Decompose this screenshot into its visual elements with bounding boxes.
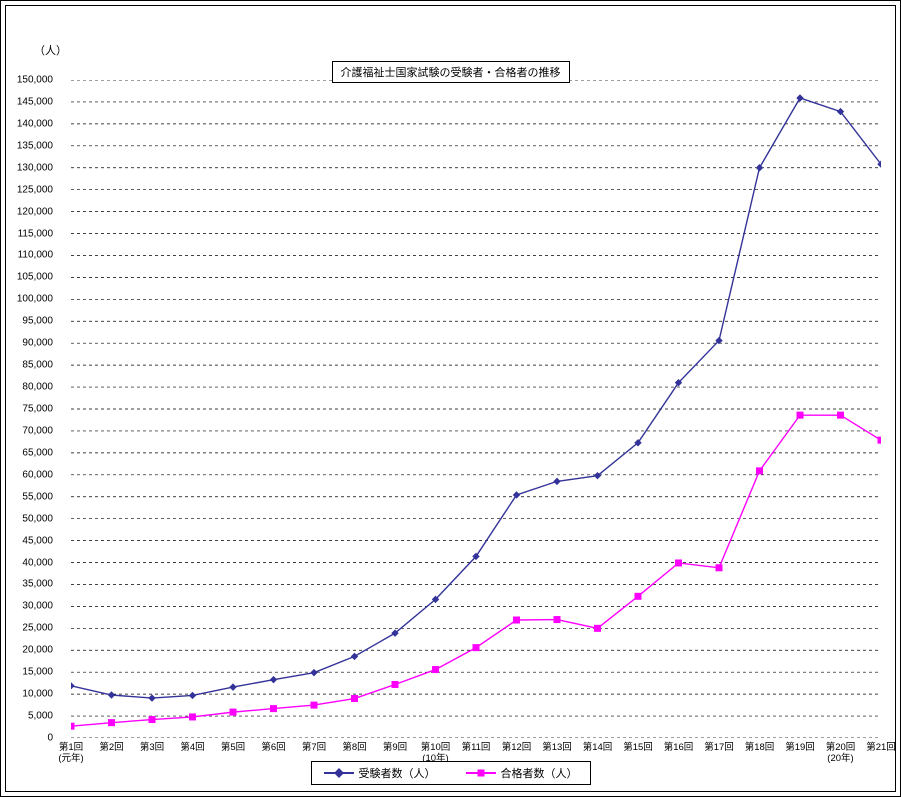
y-tick-label: 120,000 xyxy=(3,206,53,217)
y-tick-label: 5,000 xyxy=(3,711,53,722)
y-tick-label: 85,000 xyxy=(3,360,53,371)
y-tick-label: 0 xyxy=(3,733,53,744)
y-tick-label: 95,000 xyxy=(3,316,53,327)
y-tick-label: 45,000 xyxy=(3,535,53,546)
y-tick-label: 115,000 xyxy=(3,228,53,239)
y-tick-label: 50,000 xyxy=(3,513,53,524)
y-axis-unit: （人） xyxy=(34,42,67,58)
diamond-icon xyxy=(334,768,344,778)
x-tick-label: 第17回 xyxy=(704,742,734,753)
y-tick-label: 100,000 xyxy=(3,294,53,305)
legend-line-passers xyxy=(466,772,496,774)
y-tick-label: 20,000 xyxy=(3,645,53,656)
x-tick-label: 第12回 xyxy=(502,742,532,753)
y-tick-label: 130,000 xyxy=(3,162,53,173)
x-tick-label: 第2回 xyxy=(99,742,123,753)
y-tick-label: 145,000 xyxy=(3,96,53,107)
y-tick-label: 110,000 xyxy=(3,250,53,261)
y-tick-label: 35,000 xyxy=(3,579,53,590)
y-tick-label: 65,000 xyxy=(3,447,53,458)
x-tick-label: 第21回 xyxy=(866,742,896,753)
legend-label-passers: 合格者数（人） xyxy=(501,765,578,781)
y-tick-label: 150,000 xyxy=(3,75,53,86)
legend-item-examinees: 受験者数（人） xyxy=(324,765,436,781)
x-tick-label: 第1回(元年) xyxy=(58,742,83,765)
y-tick-label: 55,000 xyxy=(3,491,53,502)
x-tick-label: 第14回 xyxy=(583,742,613,753)
x-tick-label: 第9回 xyxy=(383,742,407,753)
y-tick-label: 40,000 xyxy=(3,557,53,568)
x-tick-label: 第11回 xyxy=(462,742,491,753)
x-tick-label: 第7回 xyxy=(302,742,326,753)
chart-inner-frame: （人） 介護福祉士国家試験の受験者・合格者の推移 0 5,000 10,000 15,… xyxy=(5,5,896,792)
y-tick-label: 10,000 xyxy=(3,689,53,700)
y-tick-label: 90,000 xyxy=(3,338,53,349)
x-tick-label: 第4回 xyxy=(180,742,204,753)
y-tick-label: 125,000 xyxy=(3,184,53,195)
y-tick-label: 15,000 xyxy=(3,667,53,678)
x-tick-label: 第13回 xyxy=(542,742,572,753)
x-tick-label: 第16回 xyxy=(664,742,694,753)
x-tick-label: 第20回(20年) xyxy=(826,742,856,765)
legend-label-examinees: 受験者数（人） xyxy=(359,765,436,781)
chart-title: 介護福祉士国家試験の受験者・合格者の推移 xyxy=(332,61,570,83)
square-icon xyxy=(477,770,484,777)
chart-outer-frame: （人） 介護福祉士国家試験の受験者・合格者の推移 0 5,000 10,000 15,… xyxy=(0,0,901,797)
y-tick-label: 135,000 xyxy=(3,140,53,151)
legend-line-examinees xyxy=(324,772,354,774)
y-tick-label: 140,000 xyxy=(3,118,53,129)
y-tick-label: 75,000 xyxy=(3,404,53,415)
y-tick-label: 25,000 xyxy=(3,623,53,634)
y-tick-label: 80,000 xyxy=(3,382,53,393)
x-tick-label: 第15回 xyxy=(623,742,653,753)
legend-item-passers: 合格者数（人） xyxy=(466,765,578,781)
x-tick-label: 第8回 xyxy=(342,742,366,753)
plot-area xyxy=(71,80,881,738)
y-tick-label: 70,000 xyxy=(3,425,53,436)
plot-svg xyxy=(71,80,881,738)
x-tick-label: 第18回 xyxy=(745,742,775,753)
x-tick-label: 第3回 xyxy=(140,742,164,753)
y-tick-label: 105,000 xyxy=(3,272,53,283)
x-tick-label: 第5回 xyxy=(221,742,245,753)
legend: 受験者数（人） 合格者数（人） xyxy=(311,761,591,785)
y-tick-label: 60,000 xyxy=(3,469,53,480)
y-tick-label: 30,000 xyxy=(3,601,53,612)
x-tick-label: 第6回 xyxy=(261,742,285,753)
x-tick-label: 第19回 xyxy=(785,742,815,753)
